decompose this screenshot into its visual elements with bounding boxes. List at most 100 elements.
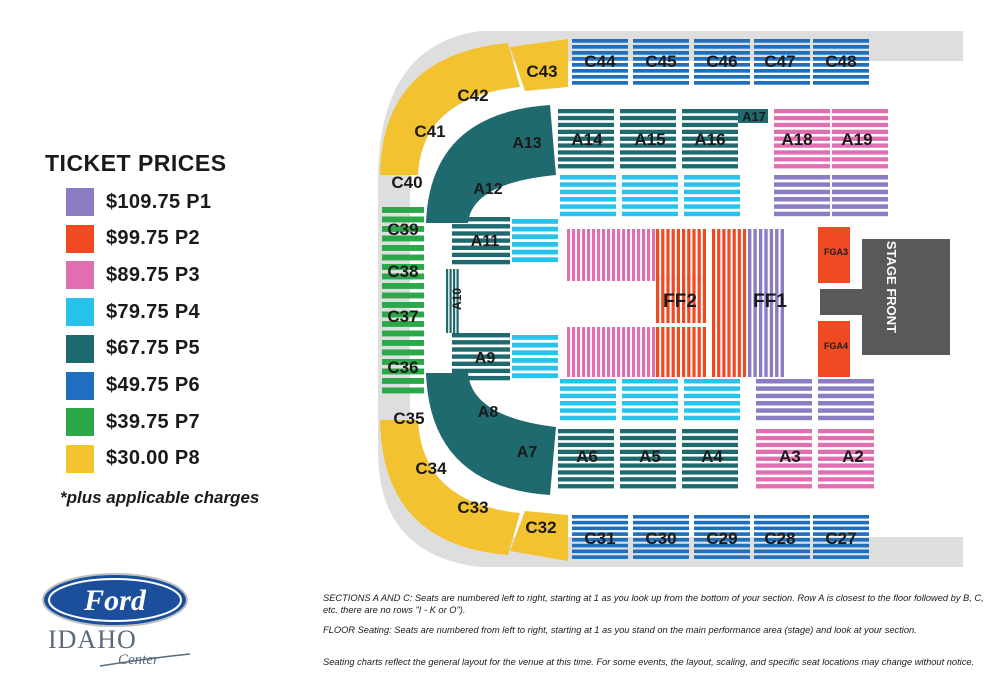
section-a2-rows (818, 435, 874, 441)
floor-ff2-upper-rows (682, 229, 686, 281)
section-a3-label[interactable]: A3 (779, 447, 801, 466)
floor-pink-lower-rows (582, 327, 586, 377)
legend-swatch (66, 444, 94, 473)
section-a2-rows (818, 442, 874, 448)
section-a10-rows (449, 269, 452, 333)
section-a18-label[interactable]: A18 (781, 130, 812, 149)
floor-ff2-center-rows (676, 275, 680, 323)
logo-brand: Ford (83, 584, 147, 617)
section-c36-c39-rows (382, 330, 424, 337)
floor-ff2-center-rows (692, 275, 696, 323)
section-c32-label[interactable]: C32 (525, 518, 556, 537)
section-c34-label[interactable]: C34 (415, 459, 447, 478)
section-a19-p1-rows (832, 197, 888, 202)
legend-label: $109.75 P1 (106, 190, 212, 213)
section-a5-rows (620, 477, 676, 482)
legend-item: $30.00 P8 (66, 444, 200, 474)
section-a17-label[interactable]: A17 (742, 109, 766, 124)
section-c36-c39-rows (382, 226, 424, 232)
section-c-top-rows (633, 45, 689, 49)
section-c42-label[interactable]: C42 (457, 86, 488, 105)
section-a8-label[interactable]: A8 (478, 404, 499, 421)
section-a5-rows (620, 429, 676, 434)
section-c-top-rows (633, 63, 689, 67)
section-a11-label[interactable]: A11 (471, 233, 500, 250)
section-c48-label[interactable]: C48 (825, 52, 856, 71)
legend-label: $49.75 P6 (106, 374, 200, 396)
section-c-bottom-rows (572, 543, 628, 548)
legend-swatch (66, 224, 94, 253)
section-c36-c39-rows (382, 387, 424, 394)
section-c-top-rows (633, 69, 689, 73)
section-c33-label[interactable]: C33 (457, 498, 488, 517)
section-a18-rows (774, 143, 830, 148)
section-a12-label[interactable]: A12 (473, 181, 502, 198)
section-c45-label[interactable]: C45 (645, 52, 676, 71)
section-a4-rows (682, 429, 738, 434)
section-c30-label[interactable]: C30 (645, 529, 676, 548)
section-a16-rows (682, 109, 738, 114)
section-a14-label[interactable]: A14 (571, 130, 603, 149)
section-a4-p4-rows (684, 415, 740, 421)
section-c41-label[interactable]: C41 (414, 122, 445, 141)
section-c31-label[interactable]: C31 (584, 529, 615, 548)
section-a17-block (738, 109, 768, 123)
section-c40-label[interactable]: C40 (391, 173, 422, 192)
section-a13-label[interactable]: A13 (512, 135, 541, 152)
section-ff1-label[interactable]: FF1 (753, 291, 787, 312)
section-c-bottom-rows (694, 555, 750, 559)
section-c47-label[interactable]: C47 (764, 52, 795, 71)
section-c-top-rows (813, 75, 869, 79)
section-a4-label[interactable]: A4 (701, 447, 723, 466)
section-c28-label[interactable]: C28 (764, 529, 795, 548)
section-c37-label[interactable]: C37 (387, 307, 418, 326)
section-c43-label[interactable]: C43 (526, 62, 557, 81)
floor-ff1-red-rows (727, 229, 731, 377)
section-c-bottom-rows (694, 520, 750, 525)
floor-pink-lower-rows (567, 327, 571, 377)
section-a7-label[interactable]: A7 (517, 444, 538, 461)
section-c27-label[interactable]: C27 (825, 529, 856, 548)
section-a9-label[interactable]: A9 (475, 350, 496, 367)
section-c39-label[interactable]: C39 (387, 220, 418, 239)
section-a2-p1-rows (818, 401, 874, 406)
legend-label: $89.75 P3 (106, 263, 200, 286)
section-a19-label[interactable]: A19 (841, 130, 872, 149)
section-ff2-label[interactable]: FF2 (663, 291, 697, 312)
section-a6-p4-rows (560, 393, 616, 399)
section-c-top-rows (694, 57, 750, 61)
section-a5-label[interactable]: A5 (639, 447, 661, 466)
section-a16-p4-rows (684, 189, 740, 195)
section-c-bottom-rows (633, 543, 689, 548)
section-c29-label[interactable]: C29 (706, 529, 737, 548)
section-a2-label[interactable]: A2 (842, 447, 864, 466)
section-a6-rows (558, 442, 614, 448)
section-c35-label[interactable]: C35 (393, 409, 424, 428)
section-fga4-label[interactable]: FGA4 (824, 341, 848, 351)
section-a15-label[interactable]: A15 (634, 130, 665, 149)
section-c38-label[interactable]: C38 (387, 262, 418, 281)
section-a3-p1-rows (756, 379, 812, 384)
section-a19-p1-rows (832, 175, 888, 180)
section-c36-label[interactable]: C36 (387, 358, 418, 377)
section-c-top-rows (572, 63, 628, 67)
section-a2-rows (818, 484, 874, 489)
section-a19-rows (832, 109, 888, 114)
section-a16-label[interactable]: A16 (694, 130, 725, 149)
section-a6-label[interactable]: A6 (576, 447, 598, 466)
section-c-bottom-rows (694, 532, 750, 536)
floor-ff2-lower-rows (682, 327, 686, 377)
section-c44-label[interactable]: C44 (584, 52, 616, 71)
floor-pink-lower-rows (597, 327, 601, 377)
section-fga3-label[interactable]: FGA3 (824, 247, 848, 257)
section-a10-label[interactable]: A10 (450, 288, 464, 310)
floor-pink-lower-rows (612, 327, 616, 377)
section-a9-rows (452, 361, 510, 366)
section-c46-label[interactable]: C46 (706, 52, 737, 71)
floor-ff2-upper-rows (666, 229, 670, 281)
section-c-top-rows (754, 75, 810, 79)
section-c36-c39-rows (382, 245, 424, 251)
section-a4-rows (682, 435, 738, 441)
section-c-top-rows (754, 69, 810, 73)
section-a9-p4-rows (512, 365, 558, 371)
